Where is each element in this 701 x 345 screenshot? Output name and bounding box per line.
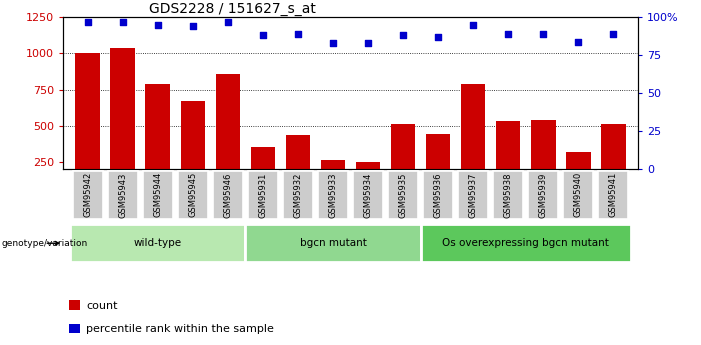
Bar [391, 124, 415, 169]
Point [82, 19, 93, 24]
FancyBboxPatch shape [458, 170, 488, 219]
Text: GDS2228 / 151627_s_at: GDS2228 / 151627_s_at [149, 2, 316, 16]
FancyBboxPatch shape [599, 170, 628, 219]
Text: genotype/variation: genotype/variation [1, 239, 88, 248]
Bar [111, 48, 135, 169]
Text: GSM95936: GSM95936 [434, 172, 442, 218]
Point [538, 31, 549, 37]
Bar [601, 124, 625, 169]
Text: GSM95932: GSM95932 [294, 172, 302, 218]
Bar [216, 75, 240, 169]
FancyBboxPatch shape [353, 170, 383, 219]
Point [573, 39, 584, 44]
FancyBboxPatch shape [70, 224, 245, 262]
FancyBboxPatch shape [318, 170, 348, 219]
Bar [69, 300, 81, 310]
Text: GSM95931: GSM95931 [259, 172, 267, 218]
Point [327, 40, 339, 46]
Point [152, 22, 163, 28]
Text: GSM95938: GSM95938 [504, 172, 512, 218]
Point [187, 23, 198, 29]
FancyBboxPatch shape [213, 170, 243, 219]
Bar [320, 160, 346, 169]
Text: GSM95939: GSM95939 [539, 172, 547, 218]
FancyBboxPatch shape [108, 170, 137, 219]
FancyBboxPatch shape [283, 170, 313, 219]
Text: percentile rank within the sample: percentile rank within the sample [86, 324, 274, 334]
Bar [251, 147, 275, 169]
Point [362, 40, 374, 46]
FancyBboxPatch shape [564, 170, 593, 219]
Point [433, 34, 444, 40]
Bar [146, 84, 170, 169]
FancyBboxPatch shape [178, 170, 207, 219]
FancyBboxPatch shape [493, 170, 523, 219]
Bar [496, 121, 520, 169]
Point [257, 33, 268, 38]
Bar [355, 162, 380, 169]
FancyBboxPatch shape [245, 224, 421, 262]
FancyBboxPatch shape [248, 170, 278, 219]
Bar [461, 84, 485, 169]
Bar [181, 101, 205, 169]
Point [608, 31, 619, 37]
Text: GSM95935: GSM95935 [399, 172, 407, 218]
Point [292, 31, 304, 37]
Point [117, 19, 128, 24]
Bar [69, 324, 81, 333]
Bar [566, 152, 590, 169]
Text: GSM95943: GSM95943 [118, 172, 127, 218]
Text: GSM95944: GSM95944 [154, 172, 162, 217]
FancyBboxPatch shape [388, 170, 418, 219]
Text: GSM95937: GSM95937 [469, 172, 477, 218]
Text: GSM95945: GSM95945 [189, 172, 197, 217]
Point [222, 19, 233, 24]
Text: GSM95940: GSM95940 [574, 172, 583, 217]
Point [503, 31, 514, 37]
Bar [76, 53, 100, 169]
Bar [286, 135, 311, 169]
FancyBboxPatch shape [421, 224, 631, 262]
FancyBboxPatch shape [423, 170, 453, 219]
Text: bgcn mutant: bgcn mutant [299, 238, 367, 248]
Text: GSM95942: GSM95942 [83, 172, 92, 217]
Text: count: count [86, 301, 118, 311]
Text: Os overexpressing bgcn mutant: Os overexpressing bgcn mutant [442, 238, 609, 248]
FancyBboxPatch shape [529, 170, 558, 219]
Point [468, 22, 479, 28]
Text: wild-type: wild-type [134, 238, 182, 248]
Text: GSM95934: GSM95934 [364, 172, 372, 218]
Text: GSM95941: GSM95941 [609, 172, 618, 217]
Bar [531, 120, 555, 169]
Text: GSM95946: GSM95946 [224, 172, 232, 218]
FancyBboxPatch shape [143, 170, 172, 219]
Text: GSM95933: GSM95933 [329, 172, 337, 218]
Point [397, 33, 409, 38]
FancyBboxPatch shape [73, 170, 102, 219]
Bar [426, 134, 450, 169]
